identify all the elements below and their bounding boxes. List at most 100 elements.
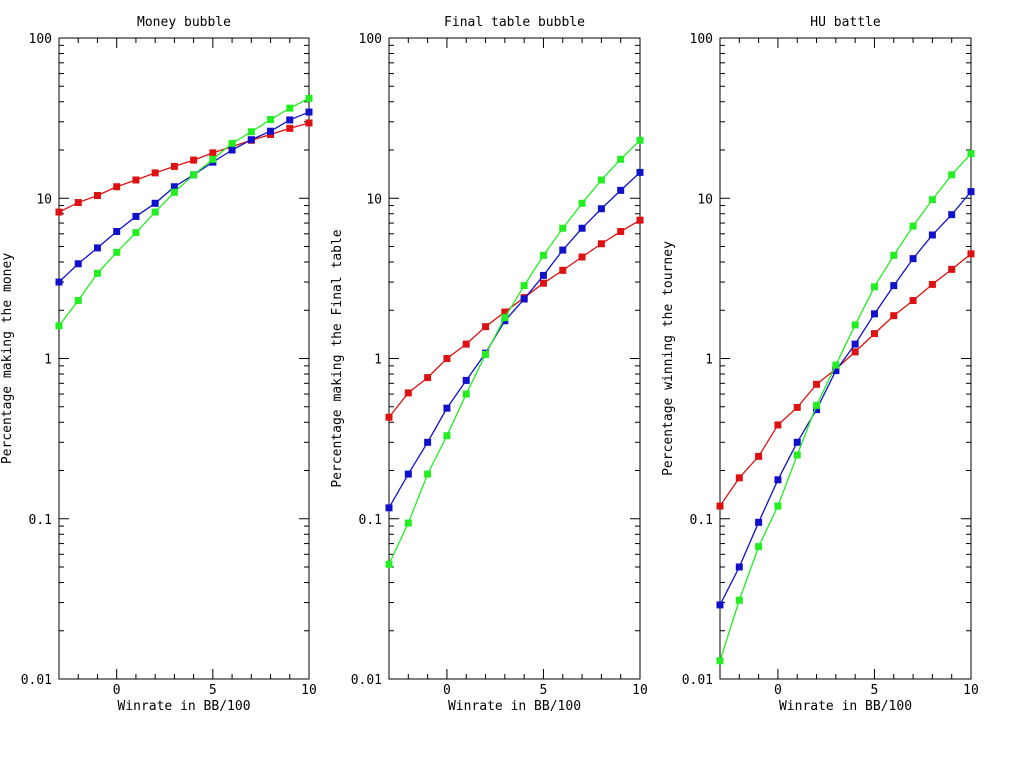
data-point (209, 155, 217, 163)
data-point (443, 355, 451, 362)
data-point (716, 657, 724, 665)
data-point (247, 128, 255, 136)
data-point (424, 470, 432, 478)
chart-title: Final table bubble (444, 15, 585, 30)
data-point (151, 199, 159, 207)
data-point (948, 171, 956, 179)
y-tick-label: 0.1 (359, 513, 382, 528)
data-point (890, 312, 898, 320)
y-tick-label: 10 (697, 192, 713, 207)
data-point (793, 451, 801, 459)
data-point (462, 376, 470, 384)
y-axis-label: Percentage making the money (0, 253, 15, 464)
data-point (636, 216, 644, 224)
y-tick-label: 0.01 (682, 673, 713, 688)
data-point (501, 308, 509, 316)
chart-panel-1: Money bubble Winrate in BB/100 Percentage … (0, 15, 317, 714)
chart-panel-3: HU battle Winrate in BB/100 Percentage win… (661, 15, 979, 714)
data-point (190, 171, 198, 179)
data-point (928, 280, 936, 288)
data-point (559, 266, 567, 274)
data-point (113, 248, 121, 256)
data-point (774, 421, 782, 429)
data-point (539, 279, 547, 287)
data-point (716, 601, 724, 609)
data-point (539, 251, 547, 259)
data-point (755, 543, 763, 551)
data-point (132, 176, 140, 184)
data-point (286, 104, 294, 112)
data-point (967, 188, 975, 196)
data-point (462, 340, 470, 348)
x-tick-label: 0 (113, 683, 121, 698)
data-point (520, 282, 528, 290)
series-line-3 (719, 153, 972, 661)
data-point (267, 127, 275, 135)
data-point (832, 367, 840, 375)
y-tick-label: 0.01 (351, 673, 382, 688)
data-point (55, 208, 63, 216)
data-point (948, 211, 956, 219)
data-point (617, 228, 625, 236)
data-point (636, 136, 644, 144)
data-point (578, 224, 586, 232)
y-tick-label: 0.01 (21, 673, 52, 688)
data-point (774, 502, 782, 510)
y-tick-label: 100 (29, 32, 52, 47)
data-point (286, 116, 294, 124)
y-tick-label: 10 (36, 192, 52, 207)
chart-panel-2: Final table bubble Winrate in BB/100 Perce… (330, 15, 648, 714)
data-point (385, 504, 393, 512)
data-point (286, 124, 294, 132)
y-tick-label: 1 (374, 353, 382, 368)
data-point (793, 403, 801, 411)
data-point (482, 323, 490, 331)
x-tick-label: 10 (963, 683, 979, 698)
data-point (424, 374, 432, 382)
data-point (735, 474, 743, 482)
data-point (735, 563, 743, 571)
series-line-1 (719, 253, 972, 507)
data-point (443, 432, 451, 440)
data-point (305, 94, 313, 102)
y-axis-label: Percentage winning the tourney (661, 241, 676, 476)
y-tick-label: 0.1 (29, 513, 52, 528)
data-point (93, 244, 101, 252)
y-tick-label: 100 (690, 32, 713, 47)
x-tick-label: 0 (443, 683, 451, 698)
data-point (948, 265, 956, 273)
data-point (559, 224, 567, 232)
data-point (909, 255, 917, 263)
data-point (170, 183, 178, 191)
x-tick-label: 5 (540, 683, 548, 698)
data-point (228, 139, 236, 147)
data-point (617, 155, 625, 163)
data-point (851, 348, 859, 356)
data-point (55, 278, 63, 286)
data-point (482, 350, 490, 358)
data-point (928, 231, 936, 239)
x-axis-label: Winrate in BB/100 (779, 699, 912, 714)
data-point (851, 340, 859, 348)
data-point (967, 150, 975, 158)
y-axis-label: Percentage making the Final table (330, 229, 345, 487)
data-point (93, 192, 101, 200)
data-point (851, 321, 859, 329)
data-point (190, 156, 198, 164)
data-point (813, 406, 821, 414)
data-point (247, 136, 255, 144)
data-point (385, 560, 393, 568)
y-tick-label: 1 (44, 353, 52, 368)
data-point (209, 149, 217, 157)
data-point (967, 250, 975, 258)
data-point (928, 196, 936, 204)
series-line-1 (388, 219, 641, 418)
data-point (424, 438, 432, 446)
x-tick-label: 10 (632, 683, 648, 698)
data-point (636, 168, 644, 176)
data-point (443, 404, 451, 412)
data-point (774, 476, 782, 484)
data-point (597, 205, 605, 213)
data-point (539, 271, 547, 279)
